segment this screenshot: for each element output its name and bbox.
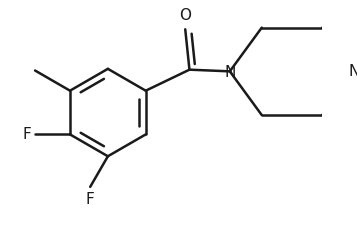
Text: F: F [86,192,95,207]
Text: N: N [225,65,236,80]
Text: O: O [179,8,191,23]
Text: F: F [22,127,31,142]
Text: N: N [348,64,357,79]
